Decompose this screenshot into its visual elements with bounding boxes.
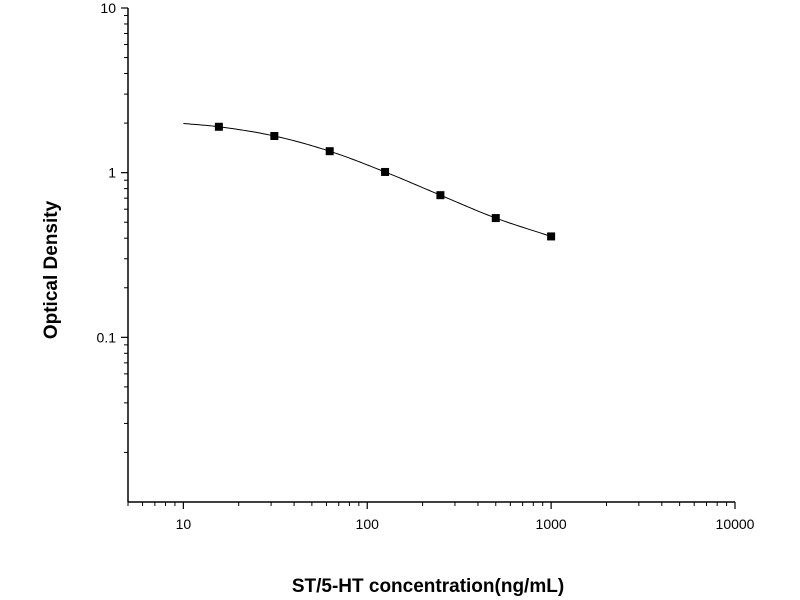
data-point <box>547 232 556 241</box>
x-tick-label: 10000 <box>716 516 755 532</box>
data-point <box>270 131 279 140</box>
data-point <box>325 147 334 156</box>
x-axis-title: ST/5-HT concentration(ng/mL) <box>292 576 564 597</box>
data-points <box>214 122 556 241</box>
y-axis-title: Optical Density <box>41 200 62 339</box>
x-tick-label: 1000 <box>536 516 567 532</box>
x-tick-label: 100 <box>356 516 380 532</box>
data-point <box>491 214 500 223</box>
y-tick-label: 1 <box>108 165 116 181</box>
data-point <box>381 167 390 176</box>
ticks: 10 100 1000 10000 0.1 1 10 <box>97 0 755 532</box>
data-point <box>436 191 445 200</box>
y-tick-label: 10 <box>100 0 116 16</box>
axes <box>127 8 735 503</box>
x-tick-label: 10 <box>176 516 192 532</box>
data-point <box>214 122 223 131</box>
y-tick-label: 0.1 <box>97 329 117 345</box>
fit-curve <box>183 122 552 237</box>
